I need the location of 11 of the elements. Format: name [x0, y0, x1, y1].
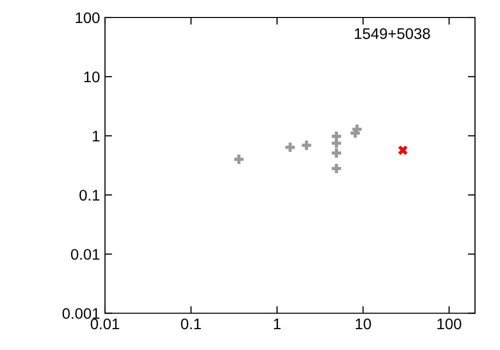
x-tick-label: 1 [274, 318, 281, 330]
y-tick-label: 0.01 [71, 248, 100, 260]
annotation: 1549+5038 [354, 28, 430, 40]
y-tick-label: 100 [76, 12, 100, 24]
x-tick-label: 100 [438, 318, 462, 330]
y-tick-label: 10 [84, 72, 100, 82]
x-tick-label: 10 [356, 318, 371, 330]
y-tick-label: 0.001 [62, 308, 100, 319]
y-tick-label: 0.1 [80, 190, 100, 201]
x-tick-label: 0.1 [181, 318, 201, 330]
y-tick-label: 1 [92, 130, 100, 142]
